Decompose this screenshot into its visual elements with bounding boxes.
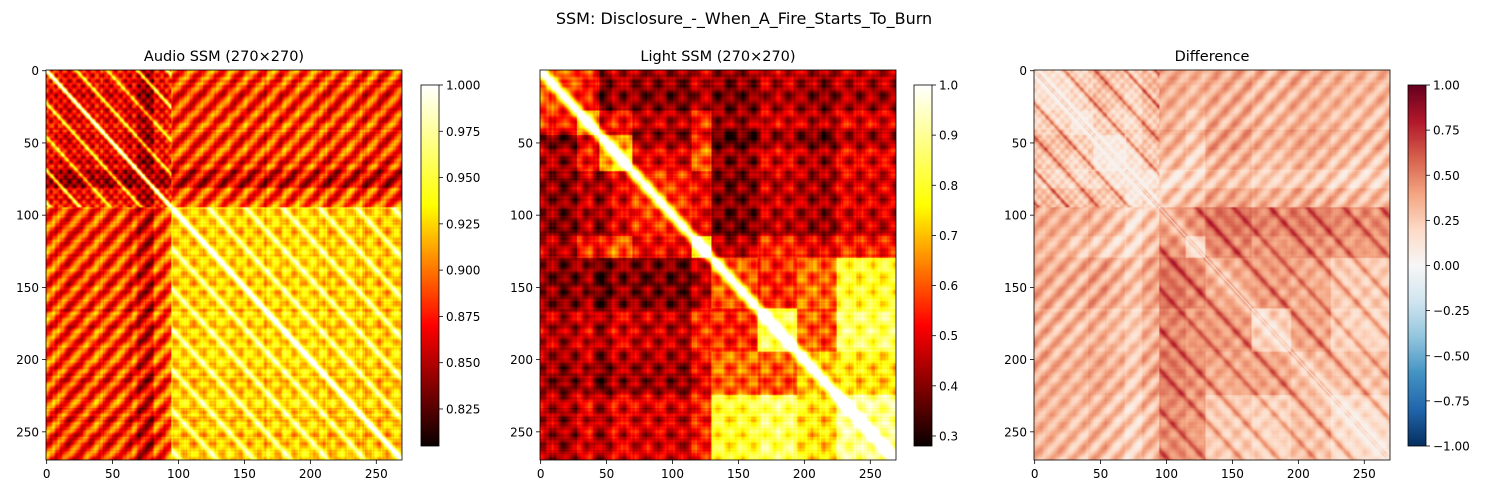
x-tick-label-3: 200	[1287, 467, 1310, 481]
colorbar-tick-label-2: 0.6	[939, 279, 958, 293]
colorbar-tick-label-3: −0.25	[1433, 304, 1470, 318]
colorbar-tick-label-2: 0.9	[939, 129, 958, 143]
y-tick-label-3: 50	[1012, 136, 1027, 150]
axes-frame-1	[45, 69, 403, 461]
y-tick-label-2: 200	[510, 353, 533, 367]
y-tick-label-3: 100	[1004, 209, 1027, 223]
heatmap-1	[46, 70, 402, 460]
x-tick-label-2: 150	[727, 467, 750, 481]
x-tick-label-1: 150	[233, 467, 256, 481]
colorbar-tick-label-1: 1.000	[446, 79, 480, 93]
axes-frame-3	[1033, 69, 1391, 461]
y-tick-label-1: 150	[16, 281, 39, 295]
x-tick-label-3: 100	[1155, 467, 1178, 481]
x-tick-label-2: 0	[537, 467, 545, 481]
x-tick-label-1: 250	[365, 467, 388, 481]
y-tick-label-1: 200	[16, 353, 39, 367]
colorbar-2	[914, 85, 932, 446]
colorbar-tick-label-3: 0.25	[1433, 214, 1460, 228]
colorbar-1	[421, 85, 439, 446]
y-tick-label-1: 50	[24, 136, 39, 150]
colorbar-tick-label-3: −0.50	[1433, 349, 1470, 363]
colorbar-tick-label-3: −0.75	[1433, 394, 1470, 408]
colorbar-tick-label-3: 0.75	[1433, 124, 1460, 138]
y-tick-label-3: 200	[1004, 353, 1027, 367]
x-tick-label-1: 50	[105, 467, 120, 481]
colorbar-tick-label-2: 0.5	[939, 329, 958, 343]
x-tick-label-3: 150	[1221, 467, 1244, 481]
colorbar-tick-label-3: 0.50	[1433, 169, 1460, 183]
y-tick-label-1: 0	[31, 64, 39, 78]
y-tick-label-1: 250	[16, 425, 39, 439]
y-tick-label-2: 150	[510, 281, 533, 295]
panel-title-1: Audio SSM (270×270)	[144, 49, 304, 65]
colorbar-tick-label-1: 0.850	[446, 356, 480, 370]
y-tick-label-2: 100	[510, 209, 533, 223]
y-tick-label-3: 150	[1004, 281, 1027, 295]
colorbar-tick-label-2: 0.3	[939, 429, 958, 443]
colorbar-tick-label-1: 0.950	[446, 171, 480, 185]
colorbar-3	[1408, 85, 1426, 446]
colorbar-tick-label-3: 0.00	[1433, 259, 1460, 273]
colorbar-frame-1	[420, 84, 440, 447]
colorbar-tick-label-1: 0.925	[446, 217, 480, 231]
x-tick-label-1: 0	[43, 467, 51, 481]
y-tick-label-1: 100	[16, 209, 39, 223]
y-tick-label-3: 0	[1019, 64, 1027, 78]
colorbar-tick-label-1: 0.875	[446, 310, 480, 324]
x-tick-label-3: 250	[1353, 467, 1376, 481]
axes-frame-2	[539, 69, 897, 461]
colorbar-tick-label-2: 0.7	[939, 229, 958, 243]
x-tick-label-2: 200	[793, 467, 816, 481]
figure-suptitle: SSM: Disclosure_-_When_A_Fire_Starts_To_…	[556, 9, 932, 29]
colorbar-frame-2	[913, 84, 933, 447]
y-tick-label-2: 50	[518, 136, 533, 150]
y-tick-label-2: 250	[510, 425, 533, 439]
heatmap-3	[1034, 70, 1390, 460]
x-tick-label-1: 100	[167, 467, 190, 481]
x-tick-label-2: 250	[859, 467, 882, 481]
colorbar-tick-label-1: 0.900	[446, 264, 480, 278]
colorbar-tick-label-1: 0.825	[446, 402, 480, 416]
x-tick-label-3: 0	[1031, 467, 1039, 481]
x-tick-label-2: 100	[661, 467, 684, 481]
x-tick-label-3: 50	[1093, 467, 1108, 481]
colorbar-tick-label-1: 0.975	[446, 125, 480, 139]
heatmap-2	[540, 70, 896, 460]
x-tick-label-2: 50	[599, 467, 614, 481]
colorbar-tick-label-2: 0.8	[939, 179, 958, 193]
y-tick-label-3: 250	[1004, 425, 1027, 439]
x-tick-label-1: 200	[299, 467, 322, 481]
panel-title-3: Difference	[1175, 49, 1250, 65]
colorbar-tick-label-3: −1.00	[1433, 440, 1470, 454]
colorbar-tick-label-2: 0.4	[939, 379, 958, 393]
panel-title-2: Light SSM (270×270)	[640, 49, 795, 65]
colorbar-tick-label-3: 1.00	[1433, 79, 1460, 93]
colorbar-tick-label-2: 1.0	[939, 79, 958, 93]
